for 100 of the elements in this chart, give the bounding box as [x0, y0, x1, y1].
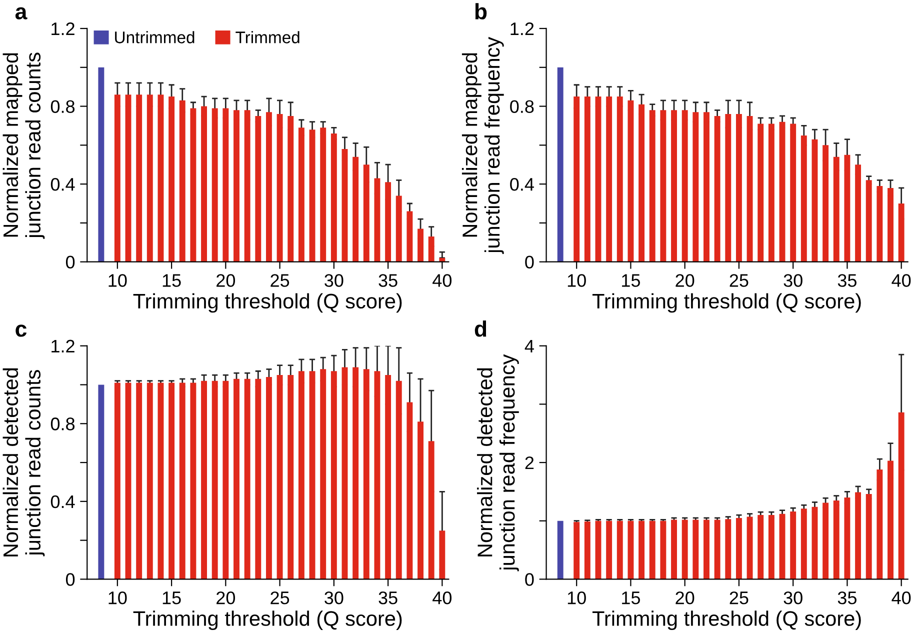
bar — [385, 375, 392, 580]
bar — [692, 112, 699, 262]
bar — [114, 382, 120, 580]
bar — [584, 96, 590, 262]
bar — [725, 114, 732, 262]
bar — [758, 124, 764, 262]
y-axis-title: Normalized mapped junction read counts — [2, 52, 45, 239]
legend-label: Trimmed — [236, 31, 300, 44]
bar — [363, 164, 370, 262]
chart-title: a — [15, 7, 28, 20]
y-axis-title: Normalized detected junction read frequency — [477, 354, 519, 572]
x-tick-label: 25 — [730, 591, 748, 604]
bar — [628, 100, 634, 262]
x-tick-label: 20 — [216, 591, 236, 604]
x-tick-label: 40 — [892, 274, 911, 287]
y-axis-title: Normalized detected junction read counts — [2, 368, 45, 556]
bar — [98, 67, 104, 262]
bar — [595, 96, 602, 262]
bar — [418, 422, 424, 580]
chart-title: b — [475, 3, 487, 20]
bar — [320, 369, 326, 580]
bar — [790, 124, 796, 262]
x-tick-label: 10 — [568, 274, 586, 287]
bar — [428, 441, 434, 580]
bar — [638, 520, 645, 580]
bar — [406, 402, 413, 580]
x-axis-title: Trimming threshold (Q score) — [133, 610, 402, 630]
x-tick-label: 20 — [676, 591, 694, 604]
bar — [396, 196, 402, 262]
bar — [812, 139, 818, 262]
bar — [406, 211, 413, 262]
y-tick-label: 0.8 — [510, 100, 534, 113]
chart-title: d — [474, 320, 486, 337]
bar — [649, 520, 656, 580]
x-tick-label: 30 — [784, 274, 802, 287]
x-tick-label: 10 — [108, 591, 127, 604]
y-tick-label: 0.8 — [50, 418, 75, 430]
y-tick-label: 0 — [66, 256, 75, 269]
bar — [201, 380, 207, 580]
x-tick-label: 30 — [784, 591, 802, 604]
bar — [704, 112, 710, 262]
bar — [855, 492, 862, 580]
y-tick-label: 0.4 — [50, 495, 75, 508]
bar — [800, 508, 807, 580]
chart-title: c — [16, 324, 27, 337]
bar — [574, 522, 580, 580]
bar — [330, 371, 337, 580]
bar — [298, 371, 304, 580]
x-axis-title: Trimming threshold (Q score) — [592, 610, 861, 630]
bar — [649, 110, 656, 262]
bar — [584, 521, 590, 580]
bar — [418, 228, 424, 262]
bar — [255, 378, 262, 580]
bar — [822, 502, 829, 580]
bar — [98, 384, 104, 580]
bar — [844, 498, 850, 580]
y-tick-label: 0 — [66, 573, 75, 586]
x-tick-label: 25 — [270, 274, 290, 287]
bar — [833, 500, 840, 580]
bar — [866, 180, 872, 262]
legend-label: Untrimmed — [115, 31, 194, 44]
bar — [616, 96, 623, 262]
bar — [146, 382, 153, 580]
bar — [222, 108, 229, 262]
bar — [309, 371, 316, 580]
bar — [190, 382, 196, 580]
bar — [844, 154, 850, 262]
bar — [736, 114, 742, 262]
bar — [628, 520, 634, 580]
bar — [595, 520, 602, 580]
bar — [136, 382, 142, 580]
bar — [125, 94, 132, 262]
bar — [888, 460, 894, 580]
bar — [179, 100, 186, 262]
bar — [725, 519, 732, 580]
bar — [898, 204, 904, 262]
x-tick-label: 15 — [162, 592, 181, 604]
bar — [352, 156, 359, 262]
bar — [342, 149, 348, 262]
bar — [288, 116, 294, 262]
y-tick-label: 0 — [525, 256, 534, 269]
bar — [888, 188, 894, 262]
x-tick-label: 15 — [162, 274, 181, 287]
bar — [606, 520, 612, 580]
bar — [168, 382, 175, 580]
x-tick-label: 15 — [622, 274, 640, 287]
x-tick-label: 35 — [838, 591, 856, 604]
bar — [374, 371, 380, 580]
y-tick-label: 2 — [525, 456, 534, 470]
bar — [692, 520, 699, 580]
x-tick-label: 30 — [324, 591, 344, 604]
x-tick-label: 35 — [378, 274, 398, 287]
bar — [898, 412, 904, 580]
x-tick-label: 20 — [216, 274, 236, 287]
bar — [201, 106, 207, 262]
bar — [125, 382, 132, 580]
bar — [158, 94, 164, 262]
bar — [768, 124, 774, 262]
bar — [330, 133, 337, 262]
bar — [557, 67, 564, 262]
